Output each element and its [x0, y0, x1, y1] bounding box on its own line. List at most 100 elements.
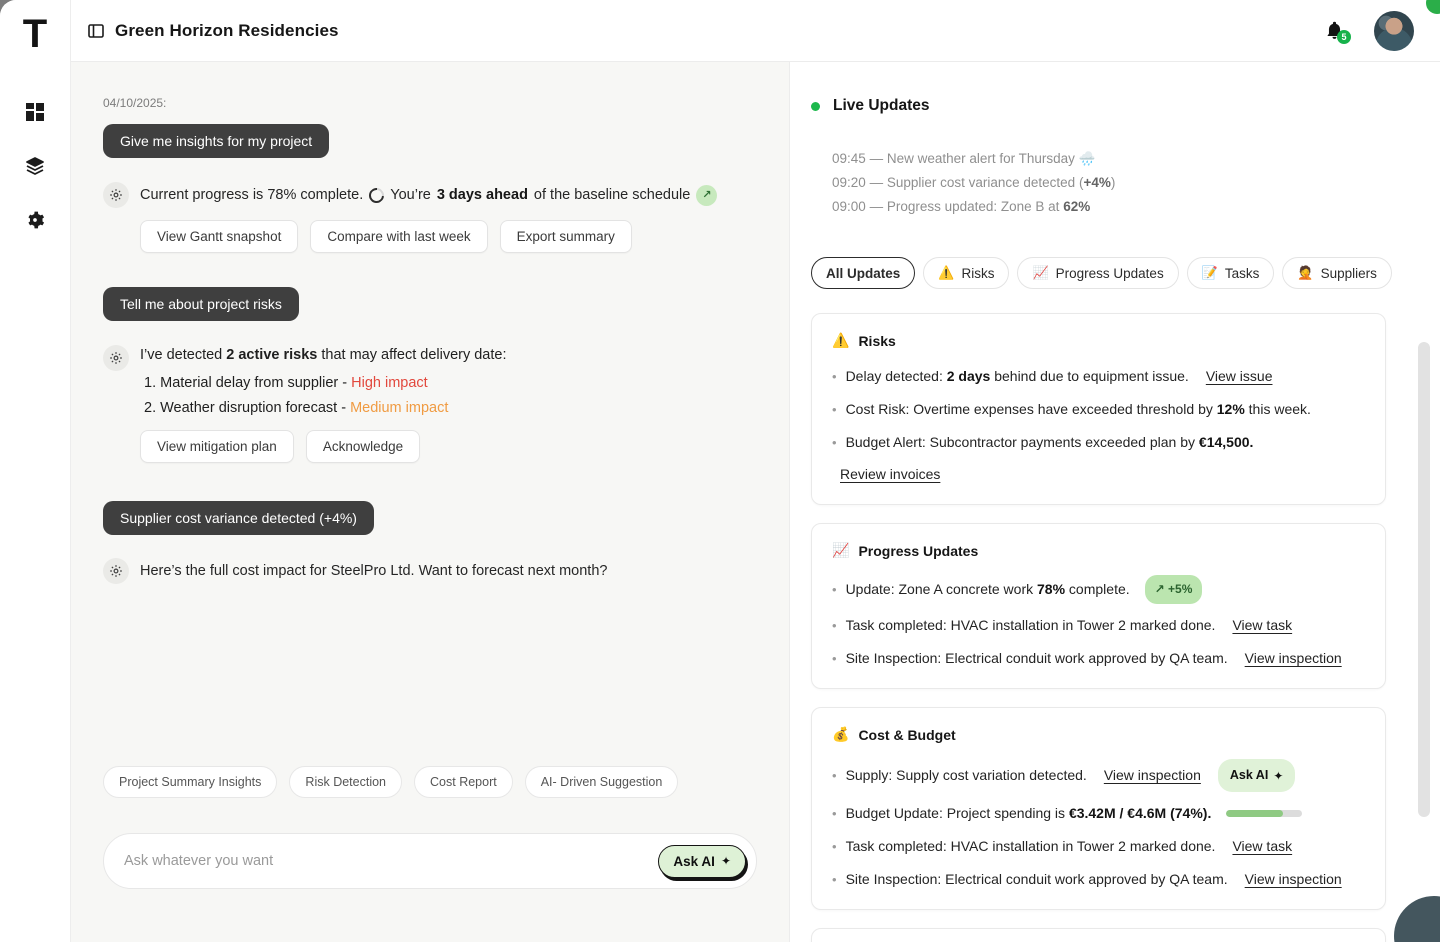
live-updates-title: Live Updates — [833, 97, 930, 114]
list-item: • Site Inspection: Electrical conduit wor… — [832, 868, 1365, 891]
chat-column: 04/10/2025: Give me insights for my proj… — [71, 62, 790, 942]
warning-icon: ⚠️ — [832, 332, 850, 348]
view-inspection-link[interactable]: View inspection — [1244, 871, 1342, 887]
user-message-insights: Give me insights for my project — [103, 124, 330, 158]
sidebar: T — [0, 0, 71, 942]
card-progress-updates: 📈 Progress Updates • Update: Zone A concre… — [811, 523, 1386, 689]
ai-message-risks: I’ve detected 2 active risks that may af… — [103, 345, 757, 463]
bot-avatar-icon — [103, 558, 129, 584]
risk-item-2: 2. Weather disruption forecast - Medium … — [144, 400, 449, 416]
bot-avatar-icon — [103, 182, 129, 208]
list-item: • Delay detected: 2 days behind due to eq… — [832, 365, 1365, 388]
risk-item-1: 1. Material delay from supplier - High i… — [144, 375, 428, 391]
sparkle-icon: ✦ — [1273, 768, 1284, 783]
list-item: • Site Inspection: Electrical conduit wor… — [832, 647, 1365, 670]
plus5-badge: ↗ +5% — [1144, 575, 1203, 604]
warning-icon: ⚠️ — [938, 265, 955, 280]
ask-input-bar: Ask AI ✦ — [103, 833, 757, 889]
dashboard-grid-icon — [25, 102, 45, 125]
list-item: • Task completed: HVAC installation in To… — [832, 614, 1365, 637]
user-message-risks: Tell me about project risks — [103, 287, 299, 321]
budget-progress-bar — [1226, 810, 1303, 817]
scrollbar-thumb[interactable] — [1418, 342, 1430, 817]
notification-bell[interactable]: 5 — [1325, 20, 1351, 44]
export-summary-button[interactable]: Export summary — [499, 220, 632, 253]
view-task-link[interactable]: View task — [1232, 838, 1293, 854]
progress-text: Current progress is 78% complete. — [140, 187, 364, 203]
view-inspection-link[interactable]: View inspection — [1103, 767, 1201, 783]
filter-tasks[interactable]: 📝 Tasks — [1186, 257, 1275, 289]
corner-green-dot — [1426, 0, 1440, 14]
update-filters: All Updates ⚠️ Risks 📈 Progress Updates 📝 T… — [811, 257, 1392, 289]
loading-spinner-icon — [366, 184, 388, 206]
chip-project-summary[interactable]: Project Summary Insights — [103, 766, 278, 798]
filter-risks[interactable]: ⚠️ Risks — [923, 257, 1010, 289]
ai-message-progress: Current progress is 78% complete. You’re… — [103, 182, 757, 208]
panel-toggle-icon[interactable] — [88, 23, 104, 38]
list-item: • Task completed: HVAC installation in To… — [832, 835, 1365, 858]
sidebar-item-layers[interactable] — [22, 154, 48, 180]
list-item: • Cost Risk: Overtime expenses have excee… — [832, 401, 1311, 417]
acknowledge-button[interactable]: Acknowledge — [305, 430, 421, 463]
list-item: • Budget Alert: Subcontractor payments ex… — [832, 431, 1365, 486]
ask-ai-chip[interactable]: Ask AI ✦ — [1217, 759, 1296, 792]
chip-risk-detection[interactable]: Risk Detection — [289, 766, 403, 798]
review-invoices-link[interactable]: Review invoices — [840, 466, 941, 482]
view-mitigation-button[interactable]: View mitigation plan — [140, 430, 294, 463]
update-cards: ⚠️ Risks • Delay detected: 2 days behind d… — [811, 313, 1386, 942]
avatar[interactable] — [1374, 10, 1414, 51]
view-inspection-link[interactable]: View inspection — [1244, 650, 1342, 666]
sparkle-icon: ✦ — [720, 854, 731, 868]
topbar: Green Horizon Residencies 5 — [71, 0, 1440, 62]
card-tasks: 📝Tasks •New Task Added: “Install elevato… — [811, 928, 1386, 942]
live-updates-header: Live Updates — [811, 97, 1386, 115]
live-dot-icon — [811, 101, 820, 111]
rain-cloud-icon: 🌧️ — [1078, 151, 1096, 166]
filter-suppliers[interactable]: 🤦 Suppliers — [1282, 257, 1392, 289]
ai-cost-text: Here’s the full cost impact for SteelPro… — [140, 563, 608, 579]
list-item: • Budget Update: Project spending is €3.4… — [832, 802, 1365, 825]
view-gantt-button[interactable]: View Gantt snapshot — [140, 220, 299, 253]
topbar-right: 5 — [1325, 10, 1414, 51]
live-events-list: 09:45 — New weather alert for Thursday 🌧… — [832, 147, 1386, 219]
compare-week-button[interactable]: Compare with last week — [310, 220, 488, 253]
card-risks: ⚠️ Risks • Delay detected: 2 days behind d… — [811, 313, 1386, 505]
money-bag-icon: 💰 — [832, 726, 850, 742]
impact-medium-label: Medium impact — [350, 400, 449, 416]
user-message-variance: Supplier cost variance detected (+4%) — [103, 501, 374, 535]
bot-avatar-icon — [103, 345, 129, 371]
ai1-actions: View Gantt snapshot Compare with last we… — [140, 220, 757, 253]
gear-icon — [25, 210, 45, 233]
chart-up-icon: 📈 — [1032, 265, 1049, 280]
list-item: • Supply: Supply cost variation detected.… — [832, 759, 1365, 792]
notification-badge: 5 — [1337, 30, 1351, 44]
ask-ai-button[interactable]: Ask AI ✦ — [658, 844, 746, 878]
list-item: • Update: Zone A concrete work 78% comple… — [832, 575, 1365, 604]
ai2-actions: View mitigation plan Acknowledge — [140, 430, 507, 463]
sidebar-item-settings[interactable] — [22, 208, 48, 234]
ai-message-cost: Here’s the full cost impact for SteelPro… — [103, 558, 757, 584]
trend-up-badge: ↗ — [696, 184, 718, 206]
impact-high-label: High impact — [351, 375, 428, 391]
live-event: 09:00 — Progress updated: Zone B at 62% — [832, 199, 1091, 214]
card-cost-budget: 💰 Cost & Budget • Supply: Supply cost vari… — [811, 707, 1386, 910]
filter-progress[interactable]: 📈 Progress Updates — [1017, 257, 1179, 289]
ask-input[interactable] — [124, 853, 659, 869]
risk-intro-text: I’ve detected 2 active risks that may af… — [140, 347, 507, 363]
risk-list: 1. Material delay from supplier - High i… — [144, 375, 507, 416]
sidebar-nav — [22, 100, 48, 234]
person-icon: 🤦 — [1297, 265, 1314, 280]
suggestion-chips: Project Summary Insights Risk Detection … — [103, 766, 757, 798]
ai-message-text: Current progress is 78% complete. You’re… — [140, 182, 718, 208]
chip-cost-report[interactable]: Cost Report — [414, 766, 513, 798]
view-task-link[interactable]: View task — [1232, 617, 1293, 633]
app-logo: T — [22, 12, 48, 56]
sidebar-item-dashboard[interactable] — [22, 100, 48, 126]
view-issue-link[interactable]: View issue — [1205, 368, 1273, 384]
chart-up-icon: 📈 — [832, 542, 850, 558]
filter-all-updates[interactable]: All Updates — [811, 257, 916, 289]
page-title: Green Horizon Residencies — [115, 20, 339, 40]
chip-ai-suggestion[interactable]: AI- Driven Suggestion — [524, 766, 679, 798]
live-event: 09:20 — Supplier cost variance detected … — [832, 175, 1116, 190]
live-event: 09:45 — New weather alert for Thursday 🌧… — [832, 151, 1096, 166]
